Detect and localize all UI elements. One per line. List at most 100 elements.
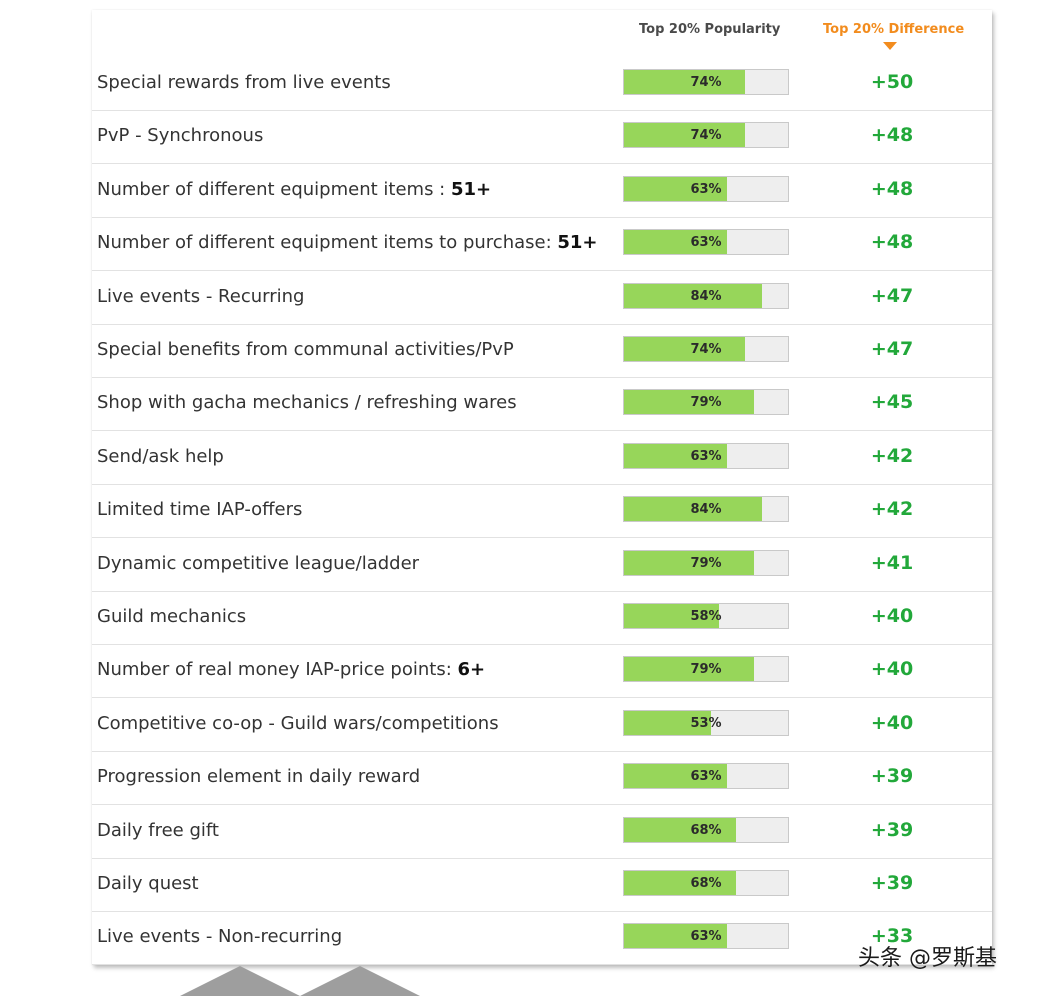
popularity-bar: 74% (623, 69, 789, 95)
popularity-bar-fill (624, 443, 728, 468)
popularity-value: 74% (690, 342, 722, 357)
difference-value: +48 (870, 124, 914, 147)
table-row: Live events - Non-recurring 63% +33 (92, 911, 992, 966)
popularity-bar: 79% (623, 549, 789, 576)
table-row: Limited time IAP-offers 84% +42 (92, 484, 992, 539)
feature-label: Number of different equipment items to p… (97, 232, 598, 253)
feature-label-text: Progression element in daily reward (97, 766, 421, 788)
popularity-bar: 63% (623, 763, 789, 790)
table-row: Shop with gacha mechanics / refreshing w… (92, 377, 992, 432)
feature-label-text: Special rewards from live events (97, 72, 391, 93)
difference-value: +47 (870, 338, 914, 360)
difference-value: +39 (870, 765, 914, 788)
feature-label: Guild mechanics (97, 606, 246, 627)
difference-value: +33 (870, 925, 914, 948)
feature-label-value: 6+ (457, 659, 486, 681)
popularity-bar-fill (624, 817, 736, 842)
feature-label-text: Number of different equipment items to p… (97, 232, 558, 254)
feature-label-value: 51+ (557, 232, 598, 254)
feature-label: Daily free gift (97, 820, 219, 841)
table-row: Special rewards from live events 74% +50 (92, 57, 992, 111)
feature-label-text: Live events - Non-recurring (97, 926, 343, 948)
popularity-bar: 63% (623, 175, 789, 202)
feature-label: Progression element in daily reward (97, 766, 420, 787)
popularity-bar-fill (624, 657, 754, 682)
feature-label-text: Limited time IAP-offers (97, 499, 303, 521)
feature-label: Daily quest (97, 873, 199, 894)
popularity-value: 63% (690, 448, 722, 464)
feature-label: Special rewards from live events (97, 72, 391, 93)
popularity-value: 74% (690, 75, 722, 90)
table-row: Progression element in daily reward 63% +3… (92, 751, 992, 806)
popularity-bar-fill (624, 764, 728, 789)
feature-label-text: Competitive co-op - Guild wars/competiti… (97, 712, 499, 734)
table-row: Dynamic competitive league/ladder 79% +41 (92, 538, 992, 592)
difference-value: +48 (870, 177, 914, 200)
popularity-bar: 68% (623, 816, 789, 843)
popularity-bar-fill (624, 123, 746, 148)
popularity-value: 79% (690, 555, 722, 571)
difference-value: +47 (870, 284, 914, 307)
table-row: Daily free gift 68% +39 (92, 805, 992, 859)
popularity-bar: 63% (623, 229, 789, 256)
feature-label-text: Special benefits from communal activitie… (97, 339, 514, 360)
popularity-bar-fill (624, 230, 728, 255)
feature-label-text: Live events - Recurring (97, 285, 305, 307)
difference-value: +39 (870, 818, 914, 841)
popularity-bar: 74% (623, 122, 789, 149)
popularity-bar-fill (624, 871, 736, 895)
feature-table-card: Top 20% Popularity Top 20% Difference Sp… (92, 10, 992, 966)
feature-label-value: 51+ (450, 178, 492, 200)
difference-value: +40 (870, 605, 914, 627)
watermark: 头条 @罗斯基 (858, 946, 997, 971)
popularity-value: 63% (690, 929, 722, 945)
popularity-column-header[interactable]: Top 20% Popularity (639, 22, 781, 37)
popularity-bar-fill (624, 497, 762, 522)
feature-label-text: Number of different equipment items : (97, 178, 451, 200)
difference-value: +50 (870, 71, 914, 93)
table-row: Competitive co-op - Guild wars/competiti… (92, 698, 992, 752)
popularity-bar-fill (624, 924, 728, 949)
feature-label: Number of real money IAP-price points: 6… (97, 659, 485, 680)
feature-label-text: Daily quest (97, 873, 199, 894)
popularity-bar: 63% (623, 442, 789, 469)
feature-label: Shop with gacha mechanics / refreshing w… (97, 392, 517, 413)
popularity-bar-fill (624, 337, 746, 361)
difference-value: +41 (870, 551, 914, 574)
table-row: Number of real money IAP-price points: 6… (92, 644, 992, 699)
table-row: Live events - Recurring 84% +47 (92, 271, 992, 325)
popularity-bar: 53% (623, 709, 789, 736)
difference-value: +39 (870, 872, 914, 894)
popularity-value: 68% (690, 822, 722, 838)
popularity-bar-fill (624, 283, 762, 308)
feature-label: Competitive co-op - Guild wars/competiti… (97, 713, 499, 734)
popularity-bar: 84% (623, 282, 789, 309)
popularity-value: 63% (690, 181, 722, 197)
table-row: Special benefits from communal activitie… (92, 324, 992, 378)
difference-value: +45 (870, 391, 914, 414)
popularity-bar: 58% (623, 603, 789, 629)
difference-value: +48 (870, 231, 914, 254)
popularity-bar-fill (624, 70, 746, 94)
popularity-bar: 84% (623, 496, 789, 523)
popularity-value: 79% (690, 395, 722, 411)
difference-column-header[interactable]: Top 20% Difference (823, 22, 965, 37)
feature-label-text: Send/ask help (97, 445, 224, 467)
popularity-value: 84% (690, 502, 722, 518)
feature-label: Live events - Recurring (97, 286, 304, 307)
feature-label: PvP - Synchronous (97, 125, 263, 146)
popularity-value: 68% (690, 876, 722, 891)
feature-label: Limited time IAP-offers (97, 499, 302, 520)
popularity-value: 79% (690, 662, 722, 678)
decorative-shape (300, 966, 420, 996)
table-row: Send/ask help 63% +42 (92, 431, 992, 485)
feature-label-text: Guild mechanics (97, 606, 247, 627)
difference-value: +42 (870, 498, 914, 521)
feature-label-text: Daily free gift (97, 819, 219, 841)
decorative-shape (180, 966, 300, 996)
popularity-value: 58% (690, 609, 722, 624)
table-row: Number of different equipment items : 51… (92, 164, 992, 218)
popularity-bar: 79% (623, 389, 789, 416)
feature-label-text: Number of real money IAP-price points: (97, 659, 458, 681)
feature-label: Number of different equipment items : 51… (97, 179, 491, 200)
